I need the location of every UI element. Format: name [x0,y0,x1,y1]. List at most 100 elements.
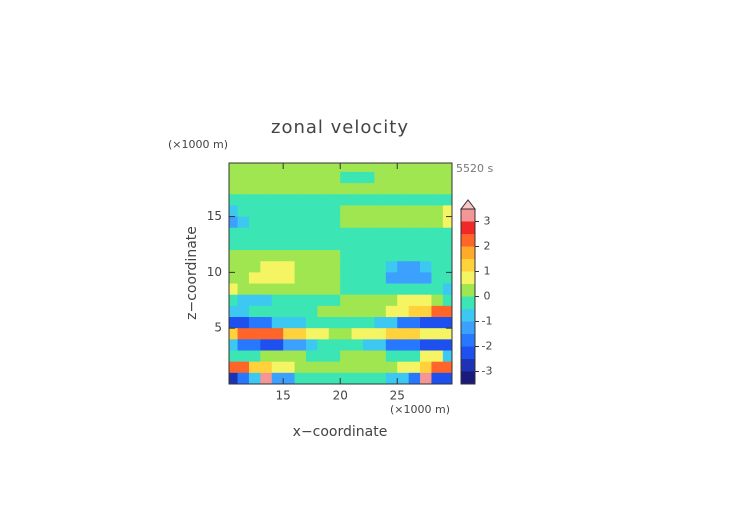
contour-cell [283,339,296,352]
contour-cell [294,317,307,329]
contour-cell [351,183,364,195]
contour-cell [328,261,341,273]
chart-title: zonal velocity [271,117,409,138]
contour-cell [229,261,239,273]
contour-cell [283,350,296,363]
contour-cell [248,350,261,363]
contour-cell [385,328,398,340]
colorbar-tick-label: 0 [484,290,491,303]
colorbar-tick-label: 1 [484,265,491,278]
contour-cell [385,227,398,240]
contour-cell [271,171,284,184]
contour-cell [305,216,319,229]
contour-cell [317,361,330,374]
contour-cell [328,250,341,262]
contour-cell [294,216,307,229]
contour-cell [305,361,319,374]
contour-cell [317,194,330,207]
contour-cell [237,238,250,251]
contour-cell [328,216,341,229]
contour-cell [374,261,387,273]
contour-cell [351,227,364,240]
contour-cell [328,372,341,384]
contour-cell [431,350,444,363]
contour-cell [271,216,284,229]
colorbar-band [461,346,475,359]
contour-cell [397,171,410,184]
contour-cell [305,305,319,318]
contour-cell [260,339,273,352]
x-tick-label: 25 [390,389,405,403]
contour-cell [385,317,398,329]
contour-cell [305,238,319,251]
contour-cell [237,350,250,363]
contour-cell [431,216,444,229]
contour-cell [271,294,284,307]
contour-cell [420,372,433,384]
time-label: 5520 s [456,162,493,175]
contour-cell [294,238,307,251]
contour-cell [317,163,330,173]
colorbar-band [461,221,475,234]
contour-cell [328,194,341,207]
contour-cell [248,250,261,262]
contour-cell [408,205,421,218]
colorbar-band [461,334,475,347]
contour-cell [363,372,376,384]
contour-cell [385,183,398,195]
contour-cell [328,163,341,173]
contour-cell [351,294,364,307]
contour-cell [260,350,273,363]
contour-field [229,163,452,384]
contour-cell [317,305,330,318]
contour-cell [248,339,261,352]
contour-cell [317,183,330,195]
contour-cell [442,216,452,229]
contour-cell [397,272,410,285]
contour-cell [317,339,330,352]
contour-cell [271,163,284,173]
contour-cell [260,361,273,374]
contour-cell [397,283,410,296]
contour-cell [431,205,444,218]
contour-cell [260,328,273,340]
contour-cell [397,194,410,207]
contour-cell [260,283,273,296]
contour-cell [408,227,421,240]
contour-cell [294,328,307,340]
contour-cell [271,238,284,251]
contour-cell [408,250,421,262]
contour-cell [248,227,261,240]
contour-cell [283,238,296,251]
contour-cell [229,205,239,218]
colorbar-band [461,284,475,297]
contour-cell [374,350,387,363]
contour-cell [340,194,353,207]
contour-cell [328,171,341,184]
contour-cell [385,372,398,384]
contour-cell [305,194,319,207]
contour-cell [271,183,284,195]
colorbar-extension [459,199,477,210]
contour-cell [248,272,261,285]
contour-cell [363,250,376,262]
contour-cell [408,361,421,374]
contour-cell [248,183,261,195]
contour-cell [420,227,433,240]
contour-cell [408,272,421,285]
contour-cell [363,205,376,218]
contour-cell [363,350,376,363]
contour-cell [229,171,239,184]
x-unit: (×1000 m) [390,403,450,416]
contour-cell [408,238,421,251]
contour-cell [442,163,452,173]
contour-cell [229,227,239,240]
contour-cell [328,317,341,329]
contour-cell [317,205,330,218]
contour-cell [229,163,239,173]
contour-cell [305,283,319,296]
contour-cell [397,183,410,195]
contour-cell [248,205,261,218]
contour-cell [363,328,376,340]
contour-cell [385,339,398,352]
